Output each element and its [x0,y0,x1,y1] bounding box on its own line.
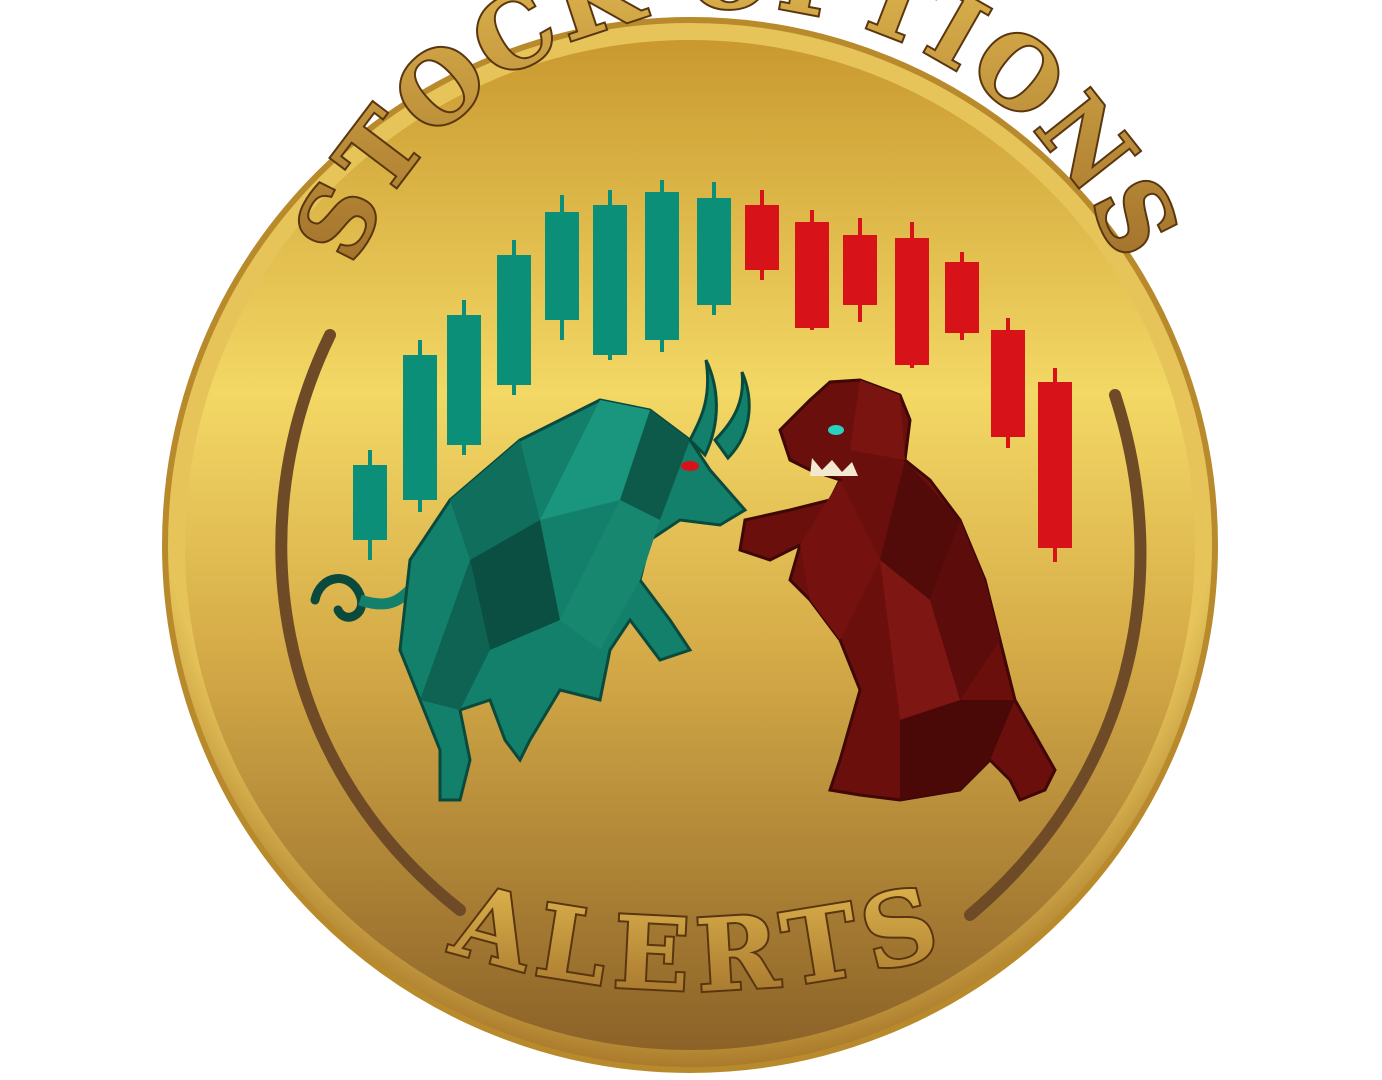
bull-candle [697,198,731,305]
bear-candle [843,235,877,305]
bull-candle [645,192,679,340]
bull-candle [447,315,481,445]
bull-candle [403,355,437,500]
bear-candle [795,222,829,328]
coin-face [185,40,1195,1050]
bull-candle [593,205,627,355]
bull-figure [310,359,751,802]
bear-candle [991,330,1025,437]
candlestick-chart [353,180,1072,562]
bear-candle [945,262,979,333]
inner-ring-right [964,389,1147,921]
bear-figure [738,378,1057,802]
inner-ring-left [275,329,466,916]
bear-candle [895,238,929,365]
bull-candle [353,465,387,540]
bull-candle [545,212,579,320]
bull-candle [497,255,531,385]
bear-candle [1038,382,1072,548]
bear-candle [745,205,779,270]
